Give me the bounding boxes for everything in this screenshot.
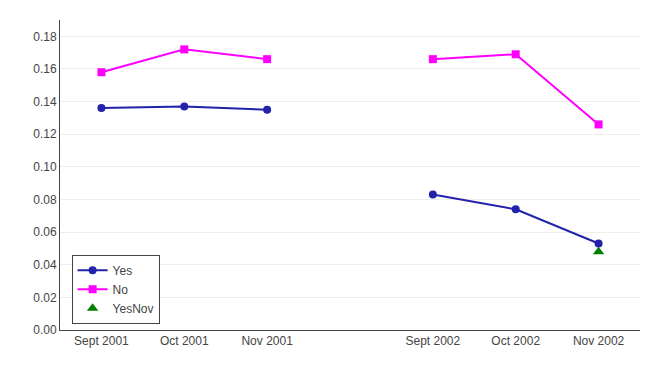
svg-text:Sept 2002: Sept 2002	[406, 334, 461, 348]
svg-text:No: No	[113, 283, 129, 297]
svg-text:Oct 2001: Oct 2001	[160, 334, 209, 348]
svg-text:0.10: 0.10	[33, 160, 57, 174]
svg-text:Oct 2002: Oct 2002	[491, 334, 540, 348]
svg-text:0.06: 0.06	[33, 225, 57, 239]
svg-text:YesNov: YesNov	[113, 302, 154, 316]
svg-text:0.04: 0.04	[33, 258, 57, 272]
svg-text:0.12: 0.12	[33, 127, 57, 141]
svg-text:Nov 2002: Nov 2002	[573, 334, 625, 348]
svg-text:0.14: 0.14	[33, 95, 57, 109]
svg-text:Sept 2001: Sept 2001	[74, 334, 129, 348]
svg-text:Yes: Yes	[113, 264, 133, 278]
svg-text:0.00: 0.00	[33, 323, 57, 337]
svg-text:0.08: 0.08	[33, 193, 57, 207]
svg-text:0.02: 0.02	[33, 291, 57, 305]
svg-text:0.18: 0.18	[33, 30, 57, 44]
svg-text:0.16: 0.16	[33, 62, 57, 76]
svg-text:Nov 2001: Nov 2001	[241, 334, 293, 348]
